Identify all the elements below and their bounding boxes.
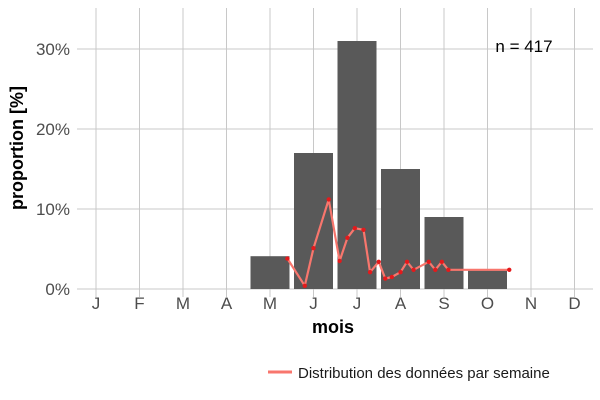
x-tick-label: S bbox=[438, 294, 449, 313]
bar bbox=[468, 270, 507, 289]
weekly-distribution-series bbox=[285, 197, 512, 288]
x-tick-label: M bbox=[263, 294, 277, 313]
y-tick-label: 30% bbox=[36, 40, 70, 59]
y-tick-label: 10% bbox=[36, 200, 70, 219]
bars bbox=[250, 41, 507, 289]
series-point bbox=[285, 256, 290, 261]
series-point bbox=[433, 267, 438, 272]
x-tick-label: A bbox=[395, 294, 407, 313]
x-tick-label: F bbox=[134, 294, 144, 313]
y-axis-title: proportion [%] bbox=[7, 86, 27, 210]
x-tick-label: D bbox=[568, 294, 580, 313]
x-tick-label: J bbox=[353, 294, 362, 313]
series-point bbox=[337, 258, 342, 264]
series-point bbox=[345, 235, 350, 240]
series-point bbox=[383, 276, 388, 281]
series-point bbox=[398, 270, 403, 275]
series-point bbox=[446, 267, 451, 272]
legend-label: Distribution des données par semaine bbox=[298, 365, 550, 382]
series-point bbox=[411, 267, 416, 272]
legend: Distribution des données par semaine bbox=[268, 365, 550, 382]
y-axis-ticks: 0% 10% 20% 30% bbox=[36, 40, 70, 299]
bar bbox=[250, 256, 290, 289]
x-tick-label: M bbox=[176, 294, 190, 313]
y-tick-label: 20% bbox=[36, 120, 70, 139]
x-tick-label: O bbox=[481, 294, 494, 313]
x-axis-title: mois bbox=[312, 317, 354, 337]
series-point bbox=[404, 259, 410, 264]
series-point bbox=[311, 246, 316, 251]
series-point bbox=[302, 283, 307, 288]
series-point bbox=[426, 259, 431, 264]
x-tick-label: N bbox=[525, 294, 537, 313]
bar bbox=[424, 217, 464, 289]
series-point bbox=[376, 259, 381, 264]
y-tick-label: 0% bbox=[45, 280, 70, 299]
series-point bbox=[361, 227, 366, 232]
series-point bbox=[326, 197, 331, 202]
x-tick-label: J bbox=[92, 294, 101, 313]
x-tick-label: A bbox=[221, 294, 233, 313]
series-point bbox=[367, 270, 373, 275]
series-point bbox=[507, 267, 512, 272]
series-point bbox=[389, 274, 394, 280]
sample-size-annotation: n = 417 bbox=[495, 37, 552, 56]
series-point bbox=[352, 226, 358, 231]
bar bbox=[294, 153, 333, 289]
x-tick-label: J bbox=[309, 294, 318, 313]
series-point bbox=[439, 259, 445, 264]
